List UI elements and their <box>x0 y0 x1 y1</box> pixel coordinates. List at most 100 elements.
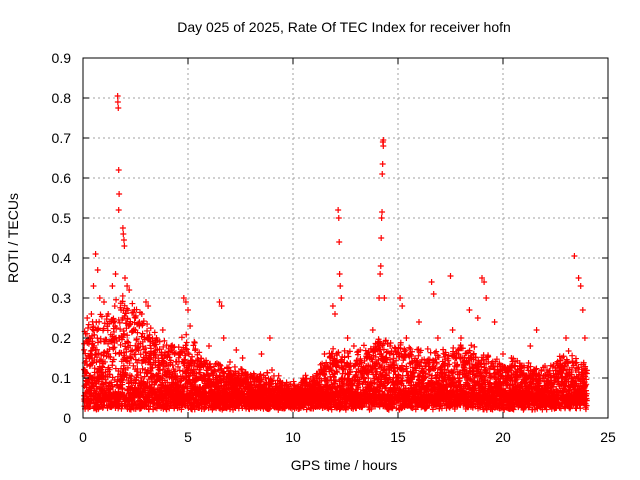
background-point <box>144 366 151 373</box>
background-point <box>95 325 102 332</box>
background-point <box>122 370 129 377</box>
background-point <box>153 341 160 348</box>
background-point <box>134 329 141 336</box>
background-point <box>133 336 140 343</box>
background-point <box>127 375 134 382</box>
background-point <box>128 355 135 362</box>
background-point <box>107 354 114 361</box>
background-point <box>127 354 134 361</box>
background-point <box>123 374 130 381</box>
background-point <box>119 386 126 393</box>
background-point <box>91 331 98 338</box>
background-point <box>117 326 124 333</box>
background-point <box>124 332 131 339</box>
background-point <box>93 346 100 353</box>
background-point <box>85 324 92 331</box>
background-point <box>128 373 135 380</box>
data-points <box>81 93 590 413</box>
background-point <box>275 372 282 379</box>
background-point <box>147 325 154 332</box>
background-point <box>110 383 117 390</box>
background-point <box>114 338 121 345</box>
background-point <box>131 377 138 384</box>
background-point <box>98 313 105 320</box>
background-point <box>163 342 170 349</box>
background-point <box>129 300 136 307</box>
background-point <box>125 339 132 346</box>
background-point <box>167 357 174 364</box>
background-point <box>160 359 167 366</box>
background-point <box>149 364 156 371</box>
background-point <box>110 315 117 322</box>
background-point <box>196 349 203 356</box>
background-point <box>144 327 151 334</box>
background-point <box>99 364 106 371</box>
background-point <box>99 380 106 387</box>
background-point <box>117 341 124 348</box>
background-point <box>183 346 190 353</box>
grid <box>83 58 608 418</box>
background-point <box>120 362 127 369</box>
background-point <box>134 365 141 372</box>
chart-title: Day 025 of 2025, Rate Of TEC Index for r… <box>177 19 511 35</box>
background-point <box>128 385 135 392</box>
background-point <box>192 345 199 352</box>
background-point <box>360 342 367 349</box>
background-point <box>151 329 158 336</box>
background-point <box>133 306 140 313</box>
background-point <box>387 339 394 346</box>
background-point <box>85 321 92 328</box>
background-point <box>132 351 139 358</box>
background-point <box>175 363 182 370</box>
background-point <box>83 369 90 376</box>
background-point <box>135 347 142 354</box>
background-point <box>141 373 148 380</box>
background-point <box>91 342 98 349</box>
background-point <box>133 337 140 344</box>
background-point <box>111 303 118 310</box>
background-point <box>124 307 131 314</box>
background-point <box>144 321 151 328</box>
background-point <box>113 325 120 332</box>
background-point <box>182 352 189 359</box>
background-point <box>119 292 126 299</box>
background-point <box>189 353 196 360</box>
background-point <box>88 360 95 367</box>
background-point <box>108 379 115 386</box>
background-point <box>111 318 118 325</box>
background-point <box>179 349 186 356</box>
background-point <box>103 336 110 343</box>
background-point <box>110 356 117 363</box>
background-point <box>147 360 154 367</box>
background-point <box>185 350 192 357</box>
background-point <box>129 309 136 316</box>
background-point <box>139 365 146 372</box>
background-point <box>131 314 138 321</box>
background-point <box>94 339 101 346</box>
background-point <box>140 318 147 325</box>
background-point <box>183 339 190 346</box>
background-point <box>165 348 172 355</box>
background-point <box>100 325 107 332</box>
background-point <box>345 353 352 360</box>
background-point <box>96 318 103 325</box>
background-point <box>127 318 134 325</box>
background-point <box>183 331 190 338</box>
background-point <box>119 298 126 305</box>
background-point <box>110 328 117 335</box>
background-point <box>113 296 120 303</box>
background-point <box>147 345 154 352</box>
background-point <box>132 356 139 363</box>
background-point <box>156 346 163 353</box>
background-point <box>126 360 133 367</box>
background-point <box>103 379 110 386</box>
background-point <box>142 345 149 352</box>
background-point <box>94 335 101 342</box>
background-point <box>127 342 134 349</box>
background-point <box>193 370 200 377</box>
background-point <box>176 367 183 374</box>
background-point <box>123 310 130 317</box>
background-point <box>124 338 131 345</box>
background-point <box>137 369 144 376</box>
